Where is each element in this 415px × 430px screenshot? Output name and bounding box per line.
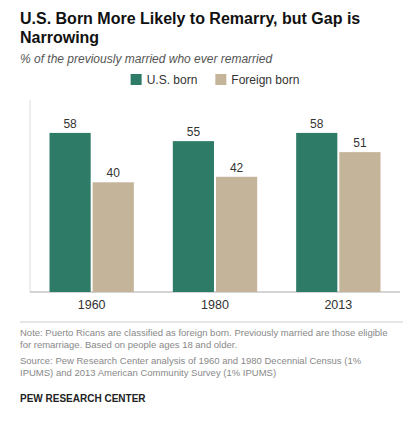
note: IPUMS) and 2013 American Community Surve…	[20, 367, 276, 378]
x-tick-label: 1980	[201, 298, 229, 312]
bar	[93, 182, 134, 292]
bars	[50, 133, 381, 292]
bar	[50, 133, 91, 292]
data-label: 55	[187, 125, 201, 139]
chart-container: U.S. Born More Likely to Remarry, but Ga…	[0, 0, 415, 430]
legend-swatch	[215, 74, 226, 85]
legend-item: Foreign born	[215, 73, 299, 87]
bar	[173, 141, 214, 292]
data-label: 58	[310, 117, 324, 131]
legend: U.S. born Foreign born	[131, 73, 300, 87]
data-label: 42	[230, 161, 244, 175]
note: Note: Puerto Ricans are classified as fo…	[20, 327, 388, 338]
data-labels: 58 55 58 40 42 51	[63, 117, 367, 180]
bar	[296, 133, 337, 292]
data-label: 58	[63, 117, 77, 131]
legend-label: U.S. born	[147, 73, 198, 87]
x-tick-label: 2013	[324, 298, 352, 312]
title: U.S. Born More Likely to Remarry, but Ga…	[20, 10, 360, 27]
note: Source: Pew Research Center analysis of …	[20, 355, 362, 366]
note: for remarriage. Based on people ages 18 …	[20, 339, 237, 350]
data-label: 40	[107, 166, 121, 180]
x-tick-label: 1960	[78, 298, 106, 312]
title: Narrowing	[20, 29, 99, 46]
footer: PEW RESEARCH CENTER	[20, 393, 146, 404]
y-axis-line	[30, 100, 31, 292]
bar	[216, 177, 257, 292]
legend-swatch	[131, 74, 142, 85]
chart: U.S. Born More Likely to Remarry, but Ga…	[0, 0, 415, 430]
subtitle: % of the previously married who ever rem…	[20, 52, 272, 66]
data-label: 51	[353, 136, 367, 150]
legend-label: Foreign born	[231, 73, 299, 87]
legend-item: U.S. born	[131, 73, 198, 87]
bar	[339, 152, 380, 292]
separator	[20, 322, 403, 323]
